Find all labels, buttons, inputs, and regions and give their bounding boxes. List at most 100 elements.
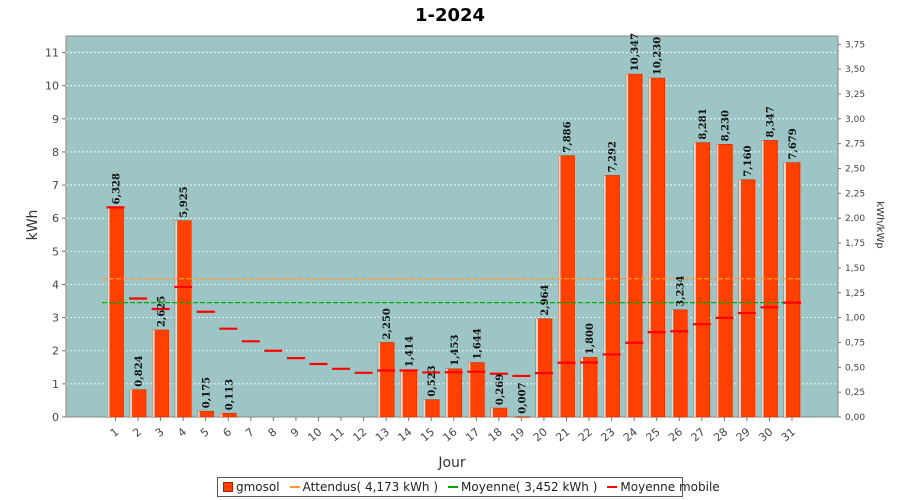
- bar: [445, 368, 463, 418]
- bar-highlight: [693, 142, 696, 418]
- bar-value-label: 0,824: [134, 355, 145, 386]
- legend: gmosol Attendus( 4,173 kWh ) Moyenne( 3,…: [217, 477, 720, 497]
- bar-value-label: 8,347: [765, 106, 776, 137]
- bar: [219, 412, 237, 418]
- bar-value-label: 1,800: [585, 323, 596, 354]
- bar: [783, 162, 801, 418]
- x-tick-label: 25: [644, 425, 663, 444]
- x-tick-label: 4: [175, 425, 189, 439]
- y-tick-label: 11: [45, 47, 59, 60]
- x-tick-label: 26: [666, 425, 685, 444]
- x-tick-label: 22: [576, 425, 595, 444]
- bar: [738, 179, 756, 418]
- x-tick-label: 31: [779, 425, 798, 444]
- bar-value-label: 7,292: [608, 141, 619, 172]
- x-tick-label: 3: [153, 425, 167, 439]
- bar-value-label: 8,230: [720, 110, 731, 141]
- bar-highlight: [558, 155, 561, 417]
- x-tick-label: 2: [130, 425, 144, 439]
- bar-value-label: 0,269: [495, 374, 506, 405]
- bar-highlight: [107, 207, 110, 417]
- x-tick-label: 19: [508, 425, 527, 444]
- bar-value-label: 7,679: [788, 128, 799, 159]
- bar-value-label: 6,328: [112, 173, 123, 204]
- y2-tick-label: 0,00: [845, 413, 865, 423]
- bar-value-label: 10,347: [630, 33, 641, 71]
- x-tick-label: 5: [198, 425, 212, 439]
- y2-tick-label: 3,25: [845, 90, 865, 100]
- legend-swatch-gmosol: [223, 482, 233, 492]
- bar-highlight: [130, 389, 133, 417]
- y2-tick-label: 1,25: [845, 289, 865, 299]
- bar: [648, 77, 666, 418]
- bar-highlight: [603, 175, 606, 417]
- x-axis-label: Jour: [437, 455, 466, 471]
- bar-value-label: 1,644: [472, 328, 483, 359]
- y-tick-label: 6: [52, 212, 59, 225]
- legend-swatch-attendus: [289, 486, 300, 488]
- bar: [716, 144, 733, 418]
- legend-swatch-moyenne: [448, 486, 459, 488]
- x-tick-label: 15: [418, 425, 437, 444]
- y-axis: 0 1 2 3 4 5 6 7 8 9 10 11: [45, 47, 66, 424]
- grid-lines: [66, 52, 838, 385]
- y2-tick-label: 2,25: [845, 189, 865, 199]
- y-tick-label: 8: [52, 146, 59, 159]
- bar-highlight: [671, 309, 674, 417]
- bar-value-label: 2,250: [382, 308, 393, 339]
- y-tick-label: 7: [52, 179, 59, 192]
- x-tick-label: 12: [350, 425, 369, 444]
- bar: [377, 342, 395, 418]
- bar-highlight: [220, 413, 223, 417]
- x-tick-label: 27: [689, 425, 708, 444]
- y-tick-label: 0: [52, 411, 59, 424]
- bars: [107, 73, 801, 418]
- legend-label-gmosol: gmosol: [236, 480, 280, 494]
- bar: [670, 309, 688, 418]
- x-tick-label: 30: [756, 425, 775, 444]
- bar-value-label: 7,160: [743, 145, 754, 176]
- bar-highlight: [581, 357, 584, 417]
- bar-highlight: [535, 318, 538, 417]
- x-tick-label: 8: [266, 425, 280, 439]
- bar-highlight: [445, 368, 448, 417]
- bar-highlight: [378, 342, 381, 417]
- x-tick-label: 29: [734, 425, 753, 444]
- x-tick-label: 20: [531, 425, 550, 444]
- x-tick-label: 14: [395, 425, 414, 444]
- x-tick-label: 6: [220, 425, 234, 439]
- legend-item-gmosol: gmosol: [223, 480, 280, 494]
- bar: [693, 142, 711, 418]
- y2-axis: 0,00 0,25 0,50 0,75 1,00 1,25 1,50 1,75 2,00 2,25…: [838, 40, 865, 423]
- x-tick-label: 10: [305, 425, 324, 444]
- chart-title: 1-2024: [415, 5, 485, 26]
- y-tick-label: 3: [52, 312, 59, 325]
- bar: [107, 207, 124, 418]
- bar-value-label: 10,230: [653, 37, 664, 75]
- legend-item-attendus: Attendus( 4,173 kWh ): [289, 480, 438, 494]
- y2-tick-label: 3,00: [845, 115, 865, 125]
- bar: [558, 155, 575, 418]
- moving-average-markers: [106, 206, 801, 378]
- x-axis: 1 2 3 4 5 6 7 8 9 10 11 12 13 14 15 16 17 18 19 20 21 22 23 24 2…: [108, 417, 798, 444]
- bar-value-label: 0,007: [517, 382, 528, 413]
- bar-value-label: 8,281: [698, 108, 709, 139]
- legend-label-moyenne: Moyenne( 3,452 kWh ): [461, 480, 598, 494]
- y2-tick-label: 0,25: [845, 388, 865, 398]
- y2-tick-label: 3,50: [845, 65, 865, 75]
- y-tick-label: 9: [52, 113, 59, 126]
- bar-highlight: [626, 74, 629, 417]
- x-tick-label: 28: [711, 425, 730, 444]
- x-tick-label: 9: [288, 425, 302, 439]
- y-tick-label: 5: [52, 245, 59, 258]
- y-tick-label: 1: [52, 378, 59, 391]
- y2-tick-label: 1,00: [845, 314, 865, 324]
- bar-highlight: [152, 330, 155, 417]
- bar-highlight: [175, 220, 178, 417]
- legend-item-moyenne-mobile: Moyenne mobile: [607, 480, 720, 494]
- y-tick-label: 10: [45, 80, 59, 93]
- reference-lines: [102, 278, 800, 304]
- bar-highlight: [648, 78, 651, 417]
- y2-tick-label: 2,50: [845, 165, 865, 175]
